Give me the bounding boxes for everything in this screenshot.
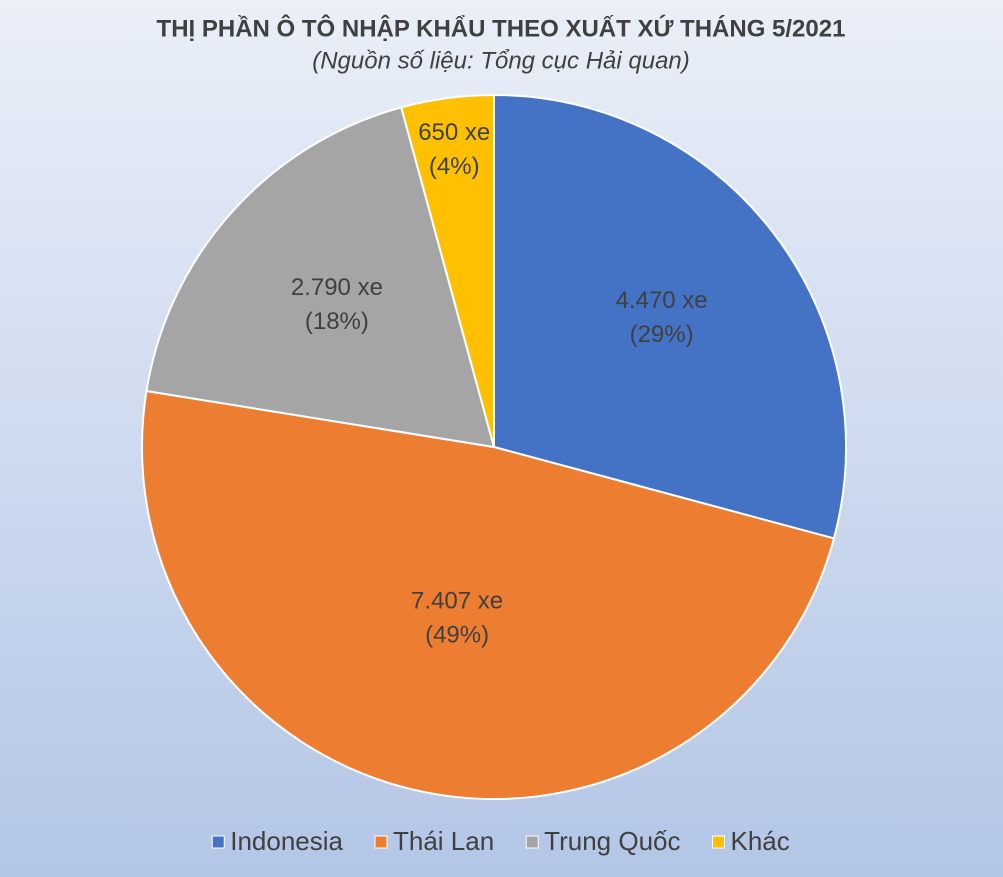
legend-label: Indonesia [230,826,343,856]
data-label-percent: (4%) [429,153,480,180]
legend-marker [211,835,225,849]
legend-label: Khác [731,826,790,856]
legend-label: Trung Quốc [544,826,680,856]
data-label: 7.407 xe [411,587,503,614]
pie-slice [400,93,495,448]
chart-title: THỊ PHẦN Ô TÔ NHẬP KHẨU THEO XUẤT XỨ THÁ… [157,14,846,42]
chart-subtitle: (Nguồn số liệu: Tổng cục Hải quan) [312,47,690,74]
pie-slice [145,106,496,449]
data-label-percent: (18%) [305,308,369,335]
data-label-percent: (49%) [425,621,489,648]
data-label: 2.790 xe [291,274,383,301]
legend-label: Thái Lan [393,826,494,856]
legend-marker [525,835,539,849]
pie-slice [141,389,836,800]
data-label-percent: (29%) [630,321,694,348]
pie-slice [493,93,847,540]
data-label: 4.470 xe [616,287,708,314]
data-label: 650 xe [418,119,490,146]
legend-marker [712,835,726,849]
legend-marker [374,835,388,849]
